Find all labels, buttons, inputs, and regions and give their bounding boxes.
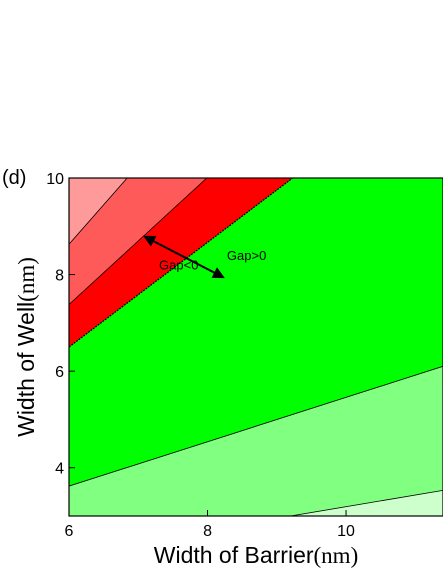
x-axis-title: Width of Barrier(nm) bbox=[154, 542, 358, 568]
y-tick-label: 4 bbox=[55, 461, 64, 478]
contour-1 bbox=[69, 178, 128, 245]
y-tick-label: 8 bbox=[55, 268, 64, 285]
gap-negative-label: Gap<0 bbox=[159, 258, 198, 273]
y-tick-label: 10 bbox=[46, 171, 64, 188]
contour-2 bbox=[69, 178, 208, 305]
gap-positive-label: Gap>0 bbox=[227, 248, 266, 263]
region-light-green bbox=[69, 366, 443, 516]
y-axis-title-unit: (nm) bbox=[14, 257, 39, 302]
x-axis-title-unit: (nm) bbox=[314, 543, 359, 568]
plot-frame bbox=[68, 177, 443, 517]
x-tick-label: 8 bbox=[203, 523, 212, 540]
plot-area bbox=[69, 178, 443, 516]
region-green bbox=[69, 178, 443, 487]
x-axis-title-text: Width of Barrier bbox=[154, 542, 314, 568]
y-tick-label: 6 bbox=[55, 364, 64, 381]
y-axis-title: Width of Well(nm) bbox=[13, 257, 39, 437]
contour-4 bbox=[290, 490, 443, 516]
contour-gap-zero bbox=[69, 178, 294, 348]
y-axis-title-text: Width of Well bbox=[13, 302, 39, 437]
panel-label: (d) bbox=[2, 167, 26, 189]
contour-3 bbox=[69, 365, 443, 487]
gap-direction-arrow bbox=[143, 235, 225, 279]
x-tick-label: 6 bbox=[65, 523, 74, 540]
x-tick-label: 10 bbox=[337, 523, 355, 540]
